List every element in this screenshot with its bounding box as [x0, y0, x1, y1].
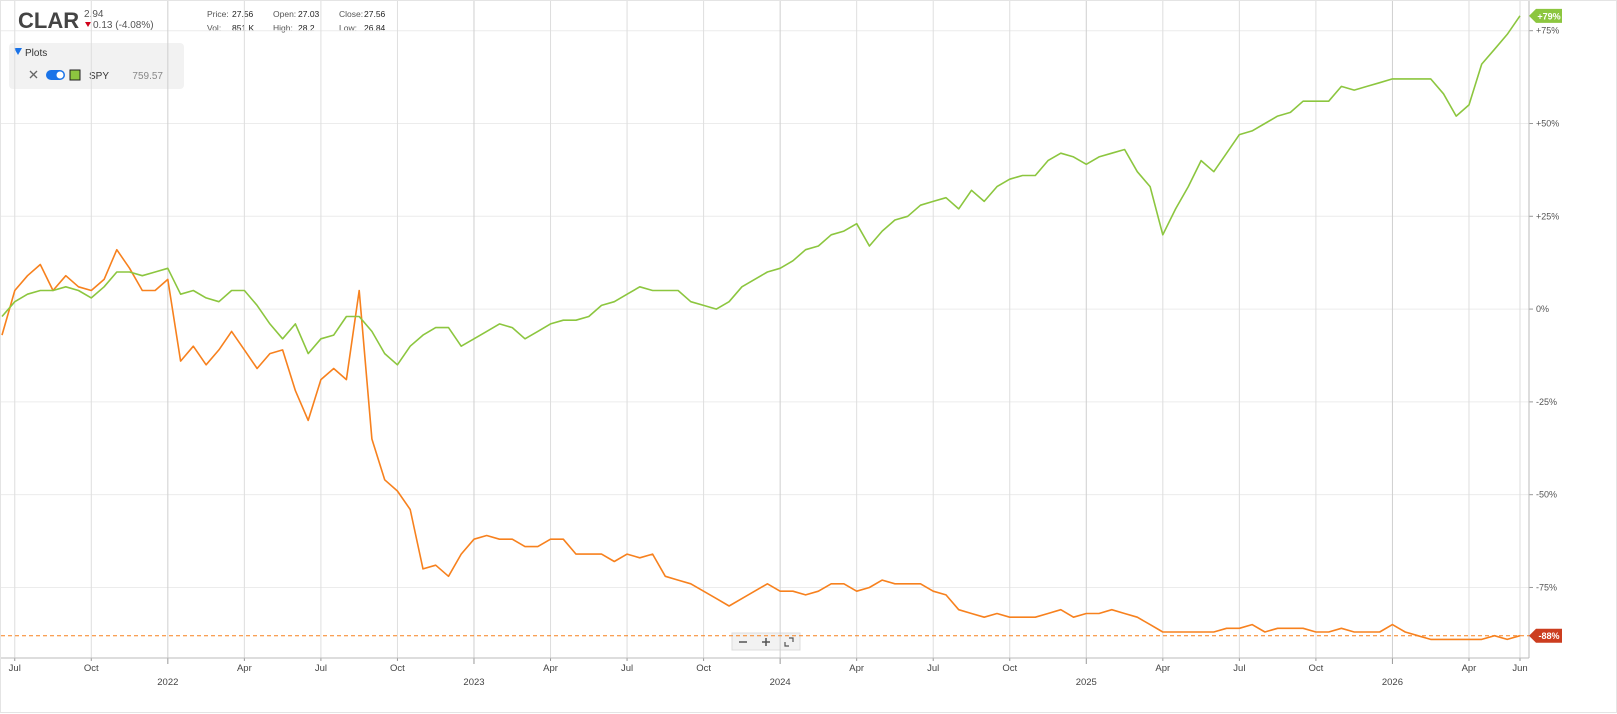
stat-value: 27.56	[232, 9, 254, 19]
y-tick-label: +25%	[1536, 211, 1559, 221]
x-tick-label: 2025	[1076, 677, 1097, 688]
x-tick-label: Oct	[390, 663, 405, 674]
collapse-icon[interactable]	[14, 48, 22, 55]
y-tick-label: +50%	[1536, 118, 1559, 128]
zoom-controls	[731, 632, 801, 651]
x-tick-label: 2022	[157, 677, 178, 688]
x-tick-label: Jul	[1233, 663, 1245, 674]
y-tick-label: +75%	[1536, 26, 1559, 36]
y-tick-label: 0%	[1536, 304, 1549, 314]
value-badge	[1529, 628, 1562, 643]
down-arrow	[85, 22, 91, 27]
stat-label: Close:	[339, 9, 363, 19]
value-badge-label: -88%	[1538, 631, 1559, 641]
value-badge	[1529, 8, 1562, 23]
symbol: CLAR	[18, 8, 79, 33]
remove-icon[interactable]	[29, 70, 38, 79]
change: 0.13 (-4.08%)	[93, 20, 154, 31]
stat-label: High:	[273, 23, 293, 33]
x-tick-label: Apr	[1462, 663, 1477, 674]
x-tick-label: Oct	[696, 663, 711, 674]
stat-label: Price:	[207, 9, 229, 19]
value-badge-label: +79%	[1537, 11, 1560, 21]
plots-title: Plots	[25, 48, 47, 59]
x-tick-label: 2024	[770, 677, 791, 688]
toggle-knob	[56, 71, 64, 79]
x-tick-label: Oct	[84, 663, 99, 674]
x-tick-label: Apr	[1155, 663, 1170, 674]
stat-value: 27.56	[364, 9, 386, 19]
color-swatch[interactable]	[69, 69, 81, 81]
zoom-in[interactable]	[762, 638, 770, 646]
stat-value: 27.03	[298, 9, 320, 19]
x-tick-label: Oct	[1309, 663, 1324, 674]
x-tick-label: 2023	[463, 677, 484, 688]
x-tick-label: Jul	[9, 663, 21, 674]
stat-value: 28.2	[298, 23, 315, 33]
x-tick-label: Apr	[543, 663, 558, 674]
grid	[1, 1, 1529, 658]
series-line	[1, 15, 1521, 366]
x-tick-label: Jun	[1512, 663, 1527, 674]
plot-value: 759.57	[132, 71, 163, 82]
zoom-reset[interactable]	[784, 637, 794, 647]
y-tick-label: -25%	[1536, 397, 1557, 407]
x-tick-label: Oct	[1002, 663, 1017, 674]
stat-label: Open:	[273, 9, 296, 19]
x-tick-label: Jul	[621, 663, 633, 674]
x-tick-label: 2026	[1382, 677, 1403, 688]
stat-label: Low:	[339, 23, 357, 33]
stat-value: 26.84	[364, 23, 386, 33]
x-tick-label: Jul	[315, 663, 327, 674]
series-line	[1, 248, 1521, 641]
x-tick-label: Apr	[849, 663, 864, 674]
y-tick-label: -50%	[1536, 490, 1557, 500]
stat-value: 851 K	[232, 23, 255, 33]
y-tick-label: -75%	[1536, 582, 1557, 592]
plot-name: SPY	[89, 71, 109, 82]
price: 2.94	[84, 9, 104, 20]
x-tick-label: Jul	[927, 663, 939, 674]
stat-label: Vol:	[207, 23, 221, 33]
x-tick-label: Apr	[237, 663, 252, 674]
